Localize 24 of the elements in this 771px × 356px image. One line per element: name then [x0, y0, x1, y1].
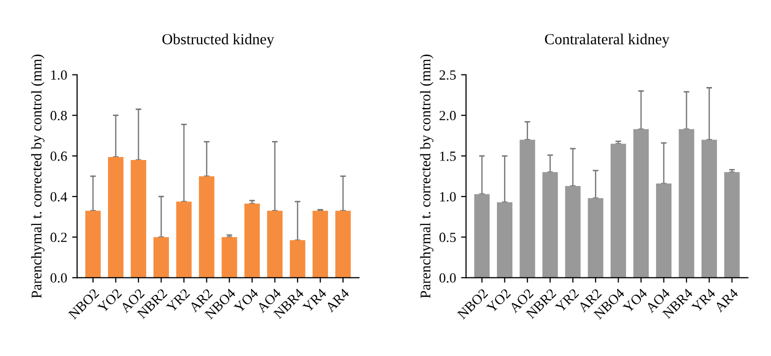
x-tick-label: YR2 — [554, 288, 580, 313]
chart-title: Obstructed kidney — [162, 34, 274, 48]
y-tick-label: 1.0 — [440, 192, 456, 202]
y-tick-label: 0.6 — [50, 152, 67, 161]
y-tick-label: 0.0 — [50, 273, 67, 283]
x-tick-label: YO4 — [622, 288, 648, 314]
y-tick-label: 2.5 — [440, 70, 456, 80]
x-tick-label: YO2 — [97, 288, 122, 314]
y-axis-title: Parenchymal t. corrected by control (mm) — [420, 54, 434, 298]
x-tick-label: YO4 — [233, 288, 259, 314]
x-tick-label: YR4 — [691, 288, 716, 313]
y-tick-label: 2.0 — [440, 110, 456, 120]
y-axis-title: Parenchymal t. corrected by control (mm) — [31, 54, 44, 298]
x-tick-label: YR4 — [302, 288, 327, 313]
chart-title: Contralateral kidney — [545, 34, 670, 48]
y-tick-label: 1.0 — [51, 70, 67, 80]
y-tick-label: 0.0 — [439, 273, 456, 283]
y-tick-label: 0.4 — [50, 192, 68, 202]
x-tick-label: YO2 — [486, 288, 512, 314]
x-tick-label: YR2 — [166, 288, 190, 313]
y-tick-label: 0.5 — [439, 232, 456, 242]
y-tick-label: 0.8 — [50, 110, 67, 120]
y-tick-label: 0.2 — [50, 232, 67, 242]
y-tick-label: 1.5 — [440, 152, 456, 161]
